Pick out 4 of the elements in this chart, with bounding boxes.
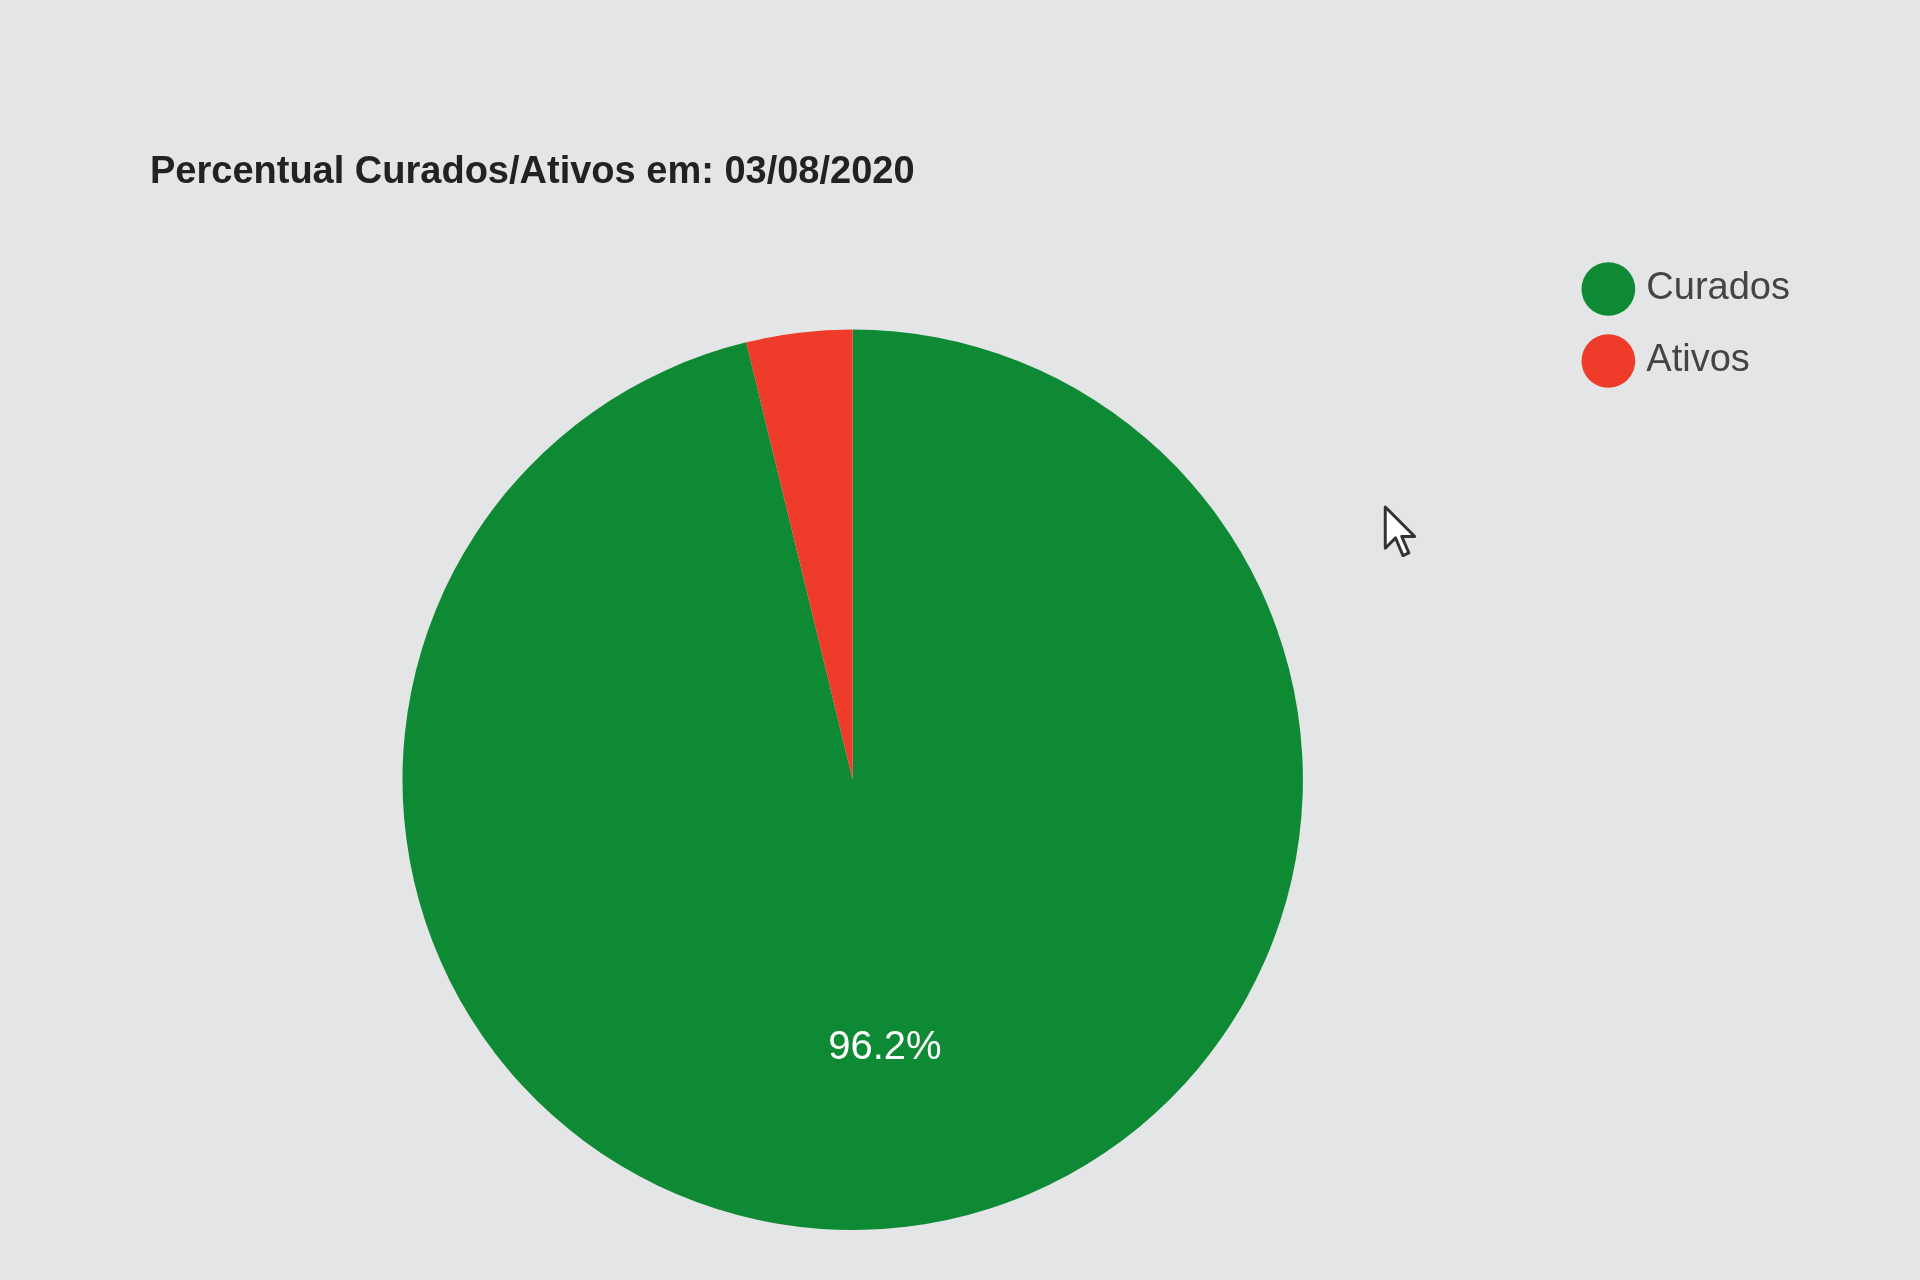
chart-title: Percentual Curados/Ativos em: 03/08/2020 (150, 149, 915, 192)
legend-label: Ativos (1646, 337, 1750, 380)
legend-label: Curados (1646, 265, 1791, 308)
data-label: 96.2% (828, 1023, 942, 1068)
